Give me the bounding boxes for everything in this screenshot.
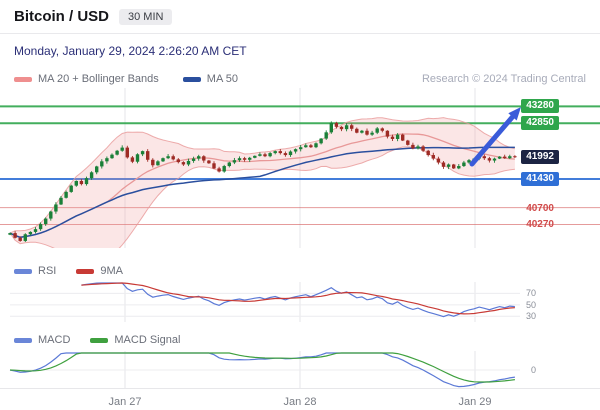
macd-legend: MACD MACD Signal: [0, 333, 600, 347]
header-bar: Bitcoin / USD 30 MIN: [0, 0, 600, 34]
time-axis-label: Jan 29: [458, 396, 492, 408]
price-level-label: 40270: [526, 219, 554, 231]
price-level-label: 41430: [521, 171, 559, 186]
watermark-text: Research © 2024 Trading Central: [421, 73, 586, 85]
price-level-label: 43280: [521, 99, 559, 114]
rsi-gridline-value: 70: [525, 288, 536, 299]
rsi-legend-label: RSI: [38, 265, 57, 277]
instrument-title: Bitcoin / USD: [14, 8, 110, 25]
price-level-label: 40700: [526, 202, 554, 214]
ma20-swatch-icon: [14, 76, 32, 82]
rsi-ma-legend-label: 9MA: [100, 265, 123, 277]
rsi-gridline-value: 50: [525, 299, 536, 310]
rsi-chart: [10, 282, 520, 322]
price-level-label: 42850: [521, 116, 559, 131]
macd-legend-label: MACD: [38, 334, 71, 346]
price-chart: [0, 88, 600, 248]
legend-ma20-group: MA 20 + Bollinger Bands: [14, 73, 159, 85]
macd-panel: 0: [0, 347, 600, 394]
ma50-swatch-icon: [182, 76, 201, 82]
macd-chart: [0, 351, 600, 389]
ma20-legend-label: MA 20 + Bollinger Bands: [38, 73, 159, 85]
time-axis-label: Jan 28: [283, 396, 317, 408]
macd-signal-swatch-icon: [90, 337, 109, 343]
ma50-legend-label: MA 50: [206, 73, 238, 85]
time-axis: Jan 27 Jan 28 Jan 29: [0, 394, 600, 410]
macd-signal-legend-label: MACD Signal: [114, 334, 181, 346]
rsi-swatch-icon: [14, 268, 32, 274]
chart-datetime: Monday, January 29, 2024 2:26:20 AM CET: [14, 44, 247, 58]
rsi-legend: RSI 9MA: [0, 264, 600, 278]
macd-zero-value: 0: [530, 365, 536, 375]
rsi-ma-swatch-icon: [76, 268, 95, 274]
legend-ma50-group: MA 50: [182, 73, 238, 85]
time-axis-label: Jan 27: [108, 396, 142, 408]
rsi-gridline-value: 30: [525, 311, 536, 322]
rsi-panel: 70 50 30: [0, 278, 600, 327]
main-chart-legend: MA 20 + Bollinger Bands MA 50 Research ©…: [0, 72, 600, 86]
price-chart-area: 43280 42850 41992 41430 40700 40270: [0, 88, 600, 248]
price-level-label: 41992: [521, 149, 559, 164]
timeframe-badge: 30 MIN: [119, 8, 173, 25]
macd-swatch-icon: [14, 337, 32, 343]
